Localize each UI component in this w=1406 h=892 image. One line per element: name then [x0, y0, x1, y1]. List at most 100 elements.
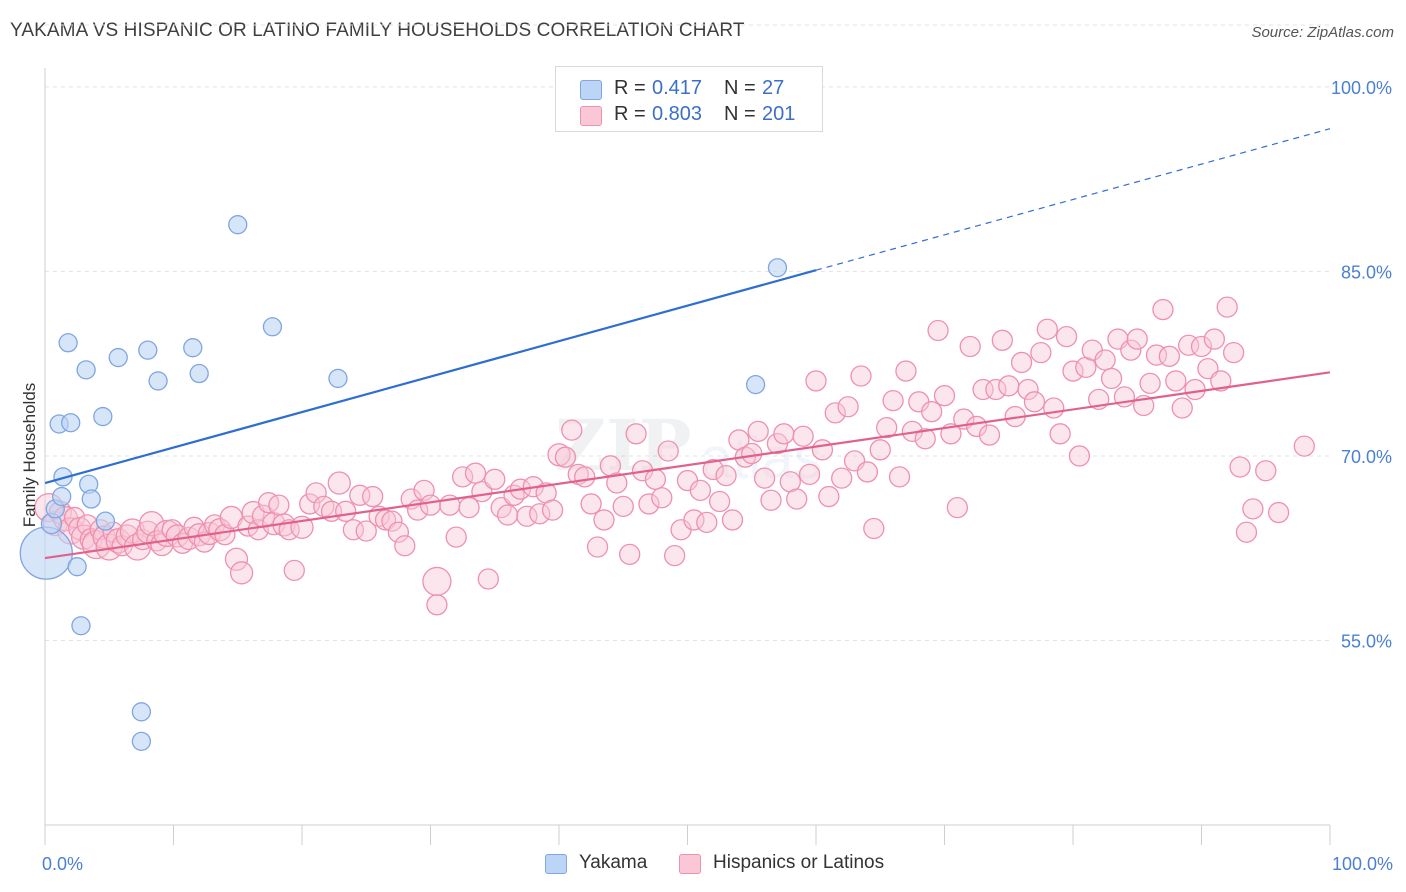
- hispanic-point: [1094, 349, 1116, 371]
- hispanic-point: [1023, 391, 1046, 413]
- hispanic-point: [850, 365, 872, 387]
- hispanic-point: [998, 375, 1020, 397]
- hispanic-point: [721, 509, 744, 531]
- hispanic-point: [869, 439, 891, 461]
- yakama-point: [81, 489, 101, 509]
- yakama-point: [67, 557, 87, 577]
- legend-n-value: 201: [762, 103, 796, 125]
- hispanic-swatch: [580, 106, 602, 126]
- yakama-point: [53, 467, 73, 487]
- hispanic-point: [355, 520, 377, 542]
- hispanic-point: [811, 439, 834, 461]
- hispanic-point: [1100, 367, 1123, 390]
- hispanic-point: [773, 423, 795, 445]
- hispanic-point: [1036, 318, 1058, 340]
- hispanic-point: [477, 568, 499, 590]
- hispanic-point: [824, 402, 846, 424]
- hispanic-point: [458, 496, 480, 519]
- legend-r-label: R =: [614, 77, 646, 99]
- hispanic-point: [1062, 360, 1084, 382]
- hispanic-point: [1139, 372, 1161, 395]
- hispanic-point: [1158, 345, 1181, 367]
- hispanic-point: [689, 479, 711, 502]
- yakama-point: [189, 363, 209, 384]
- yakama-trend-extension: [815, 128, 1331, 271]
- yakama-swatch: [580, 80, 602, 100]
- hispanic-point: [856, 461, 879, 483]
- hispanic-point: [1165, 370, 1187, 392]
- yakama-point: [767, 258, 788, 278]
- hispanic-point: [946, 496, 968, 519]
- hispanic-point: [445, 526, 467, 548]
- hispanic-point: [419, 494, 442, 516]
- hispanic-point: [1235, 521, 1258, 543]
- yakama-point: [228, 215, 248, 235]
- y-tick-label: 70.0%: [1341, 447, 1392, 467]
- hispanic-point: [1049, 423, 1071, 445]
- hispanic-point: [715, 464, 737, 487]
- hispanic-point: [1043, 397, 1065, 419]
- yakama-point: [95, 511, 116, 531]
- hispanic-point: [805, 370, 827, 392]
- x-tick-label: 0.0%: [42, 854, 83, 874]
- hispanic-point: [978, 424, 1001, 446]
- hispanic-point: [1293, 435, 1315, 457]
- hispanic-point: [818, 485, 840, 508]
- hispanic-point: [529, 503, 551, 525]
- hispanic-point: [619, 543, 641, 566]
- yakama-point: [262, 317, 283, 337]
- hispanic-point: [683, 509, 705, 531]
- hispanic-point: [991, 329, 1013, 351]
- hispanic-point: [1242, 498, 1264, 520]
- yakama-point: [138, 340, 158, 360]
- hispanic-point: [657, 440, 679, 462]
- hispanic-point: [464, 462, 487, 484]
- hispanic-point: [606, 472, 628, 494]
- hispanic-points: [34, 296, 1315, 616]
- hispanic-point: [888, 466, 911, 488]
- hispanic-point: [921, 401, 943, 423]
- yakama-point: [183, 338, 203, 358]
- hispanic-point: [63, 506, 86, 529]
- hispanic-swatch: [679, 854, 701, 874]
- yakama-point: [131, 702, 152, 722]
- hispanic-point: [1184, 378, 1206, 401]
- hispanic-point: [747, 420, 769, 442]
- legend-n-label: N =: [724, 77, 756, 99]
- hispanic-point: [792, 425, 814, 447]
- hispanic-point: [1255, 460, 1277, 482]
- hispanic-point: [651, 487, 673, 509]
- hispanic-point: [283, 559, 305, 582]
- hispanic-point: [561, 419, 583, 441]
- hispanic-point: [554, 446, 577, 468]
- hispanic-point: [1126, 328, 1148, 350]
- hispanic-point: [760, 489, 782, 511]
- hispanic-point: [753, 467, 776, 489]
- hispanic-point: [959, 335, 981, 358]
- watermark-logo: ZIP atlas: [555, 404, 823, 491]
- hispanic-point: [1010, 351, 1033, 374]
- hispanic-point: [1267, 501, 1290, 524]
- hispanic-point: [394, 535, 416, 557]
- hispanic-point: [831, 467, 853, 489]
- hispanic-point: [895, 360, 917, 382]
- hispanic-point: [612, 495, 634, 518]
- hispanic-point: [1017, 378, 1039, 401]
- hispanic-point: [1210, 370, 1232, 392]
- hispanic-point: [972, 378, 994, 401]
- yakama-point: [52, 486, 72, 507]
- hispanic-point: [882, 389, 904, 412]
- hispanic-point: [1171, 397, 1193, 419]
- hispanic-point: [786, 488, 808, 510]
- source-label: Source: ZipAtlas.com: [1251, 24, 1394, 41]
- bottom-legend-label: Hispanics or Latinos: [713, 852, 885, 873]
- hispanic-point: [702, 458, 724, 481]
- hispanic-point: [214, 524, 236, 546]
- hispanic-point: [426, 594, 448, 616]
- yakama-point: [76, 360, 96, 380]
- hispanic-point: [876, 417, 898, 439]
- hispanic-point: [914, 428, 936, 450]
- hispanic-point: [644, 468, 667, 490]
- hispanic-point: [1197, 357, 1219, 380]
- hispanic-point: [547, 443, 571, 467]
